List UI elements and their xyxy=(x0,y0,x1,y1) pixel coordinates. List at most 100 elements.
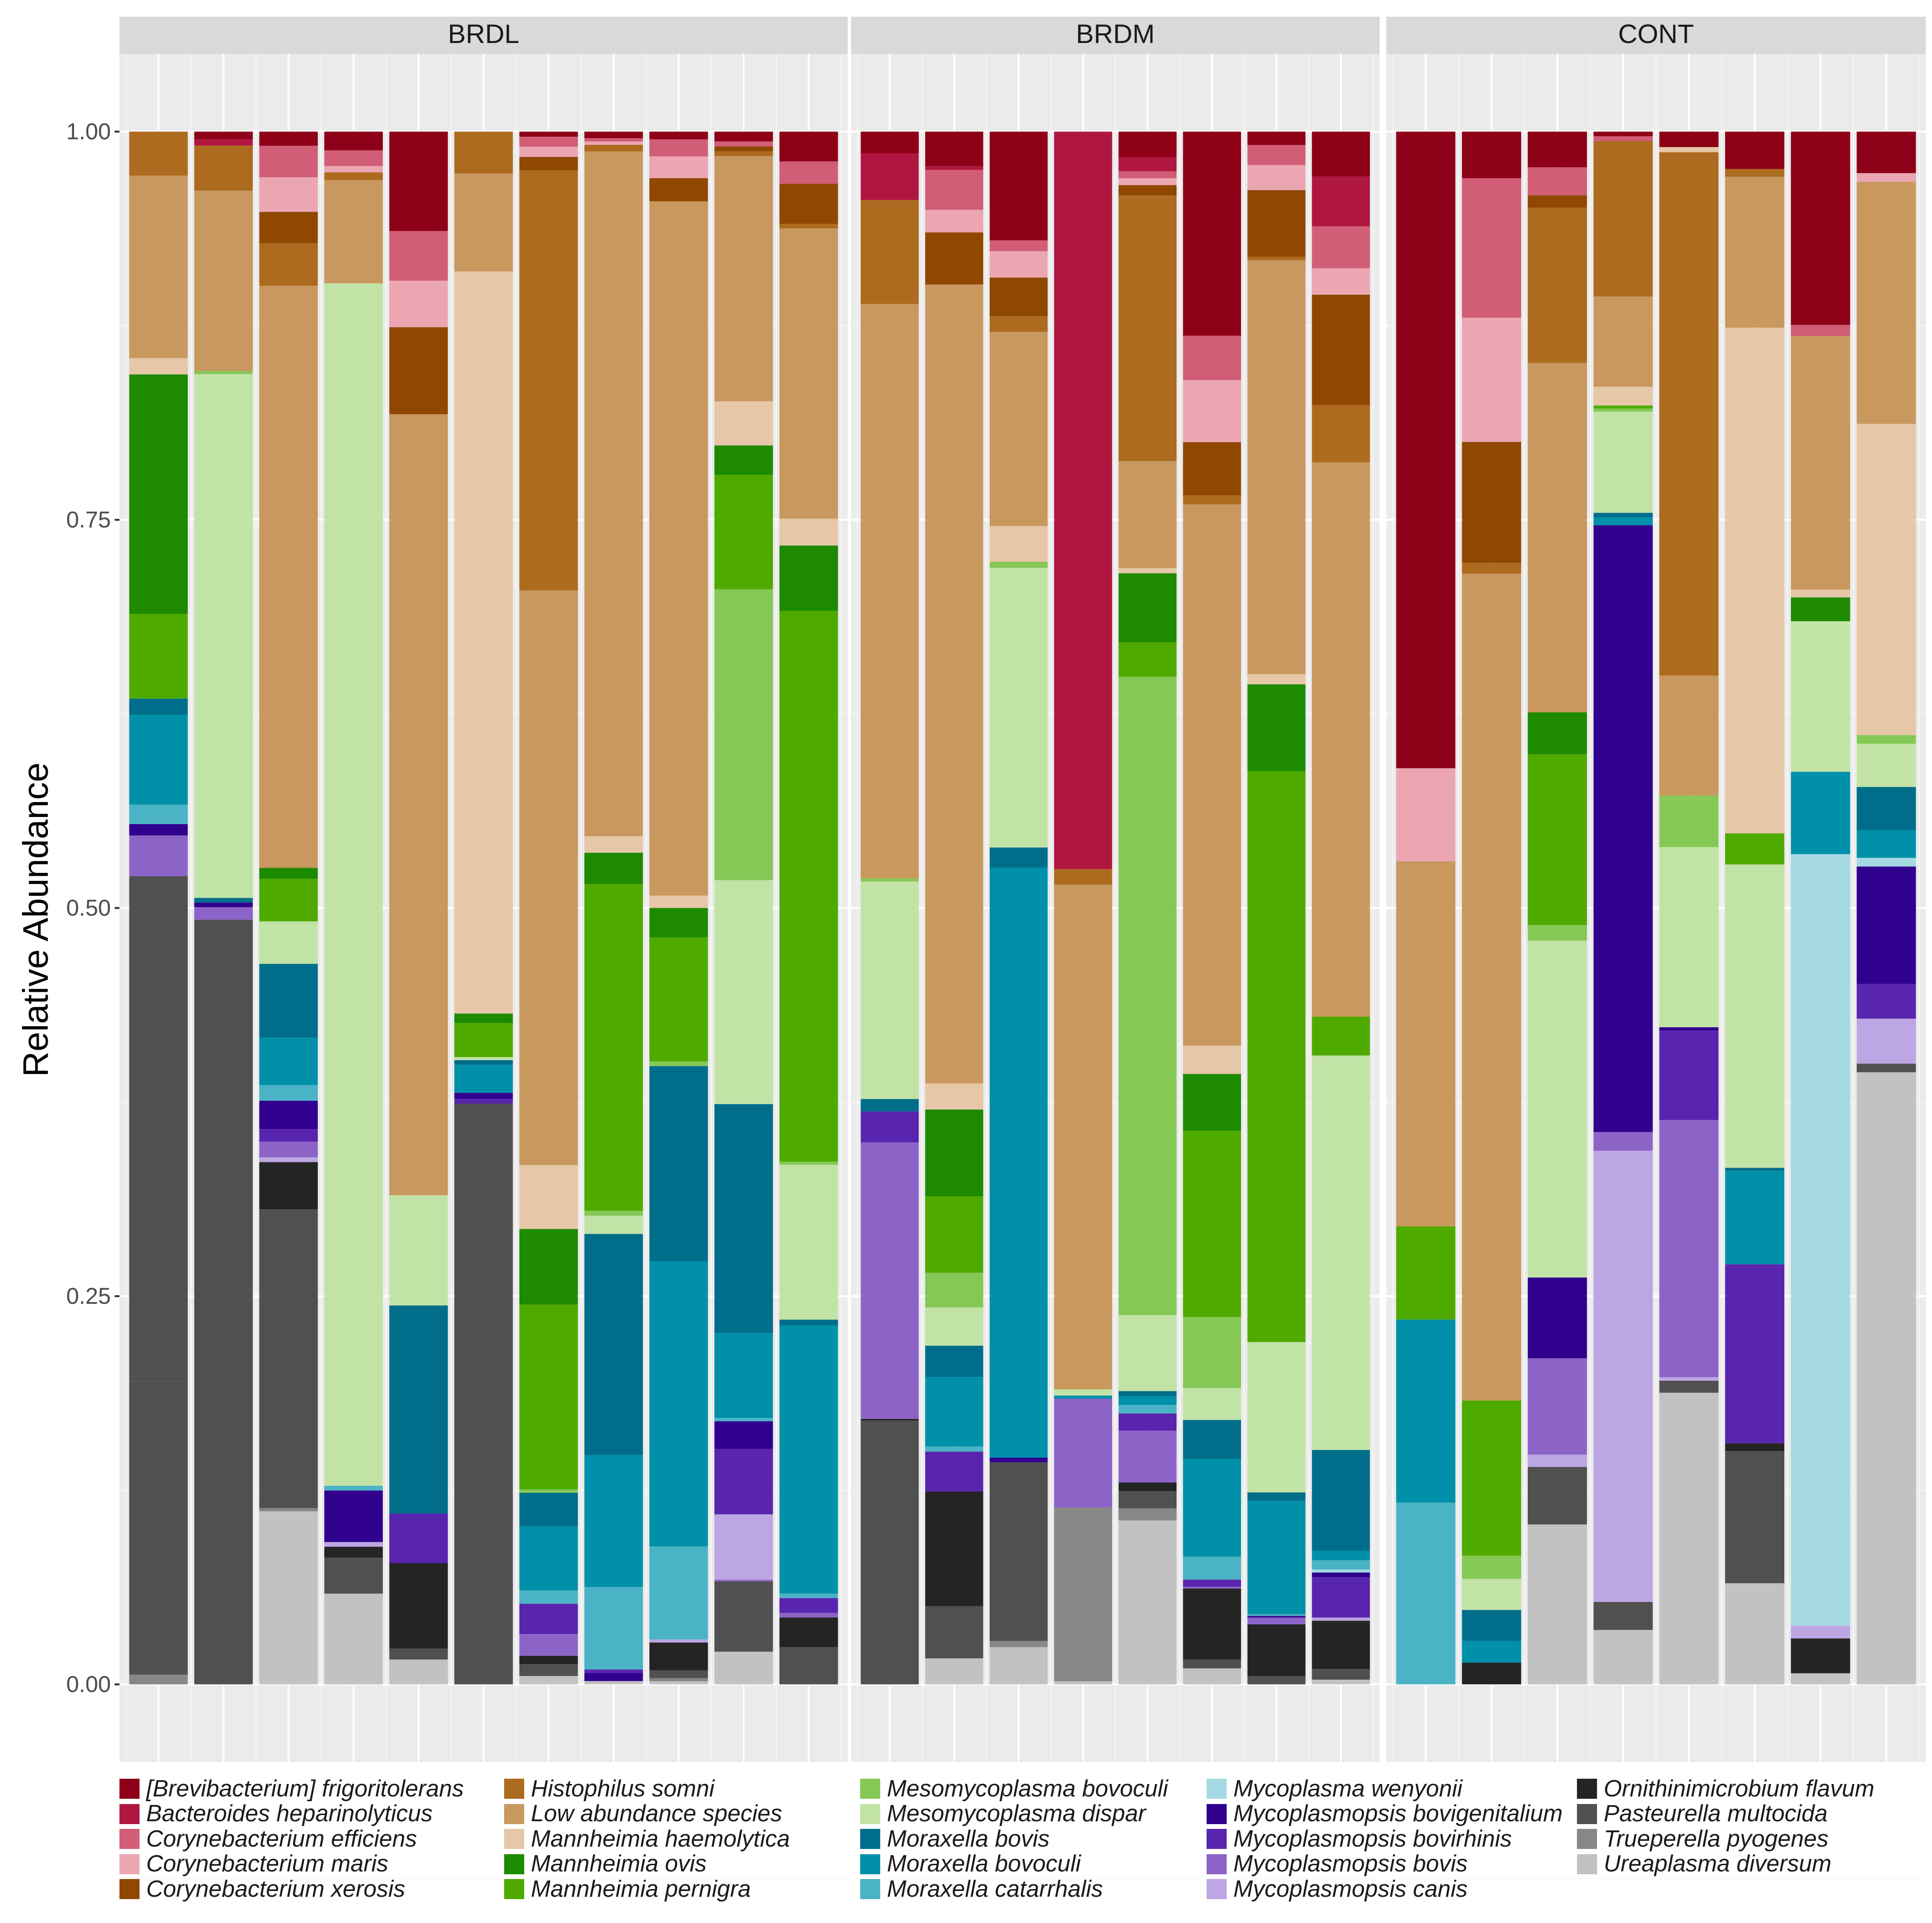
bar-segment xyxy=(584,141,643,145)
bar-segment xyxy=(1118,1491,1177,1509)
legend-key-swatch xyxy=(1577,1779,1597,1799)
bar-segment xyxy=(1528,754,1587,925)
bar-segment xyxy=(1856,858,1916,867)
y-tick-label: 0.00 xyxy=(66,1672,111,1697)
bar-segment xyxy=(1462,178,1522,318)
bar-segment xyxy=(1659,847,1719,1028)
bar-segment xyxy=(714,1449,773,1515)
bar-segment xyxy=(129,1381,188,1675)
bar-segment xyxy=(259,177,318,212)
bar-segment xyxy=(714,401,773,446)
bar-segment xyxy=(1312,1669,1370,1680)
legend-item: Ornithinimicrobium flavum xyxy=(1577,1776,1874,1802)
bar-segment xyxy=(519,170,578,591)
legend-item: Ureaplasma diversum xyxy=(1577,1852,1874,1877)
bar-segment xyxy=(389,231,448,281)
bar-segment xyxy=(1312,226,1370,269)
bar-segment xyxy=(1462,131,1522,178)
legend-item: Mannheimia ovis xyxy=(504,1852,790,1877)
bar-segment xyxy=(454,131,513,174)
bar-segment xyxy=(861,153,919,200)
bar-segment xyxy=(779,228,838,519)
bar-segment xyxy=(259,146,318,177)
bar-segment xyxy=(519,1493,578,1526)
bar-segment xyxy=(1593,525,1653,1132)
bar-segment xyxy=(1659,1031,1719,1120)
bar-segment xyxy=(1054,1681,1112,1685)
bar-segment xyxy=(1856,866,1916,984)
bar-segment xyxy=(1791,597,1850,622)
legend-column: [Brevibacterium] frigoritolerans Bacteroi… xyxy=(119,1776,464,1902)
bar-segment xyxy=(389,1659,448,1685)
bar-segment xyxy=(194,131,253,140)
bar-segment xyxy=(779,1598,838,1613)
legend-label: Mannheimia pernigra xyxy=(531,1876,751,1902)
bar-segment xyxy=(519,131,578,137)
bar-segment xyxy=(1791,772,1850,854)
sample-bar xyxy=(324,131,383,1685)
bar-segment xyxy=(519,1526,578,1590)
bar-segment xyxy=(1118,1413,1177,1431)
bar-segment xyxy=(324,1558,383,1594)
sample-bar xyxy=(1118,131,1177,1685)
bar-segment xyxy=(519,1633,578,1656)
bar-segment xyxy=(649,156,708,178)
bar-segment xyxy=(1183,1459,1241,1557)
bar-segment xyxy=(259,1511,318,1685)
bar-segment xyxy=(324,172,383,180)
bar-segment xyxy=(1725,1451,1784,1583)
bar-segment xyxy=(1118,1430,1177,1483)
bar-segment xyxy=(519,1304,578,1490)
legend-label: Low abundance species xyxy=(531,1801,782,1827)
legend-key-swatch xyxy=(504,1854,524,1874)
bar-segment xyxy=(454,271,513,1014)
bar-segment xyxy=(519,1489,578,1493)
bar-segment xyxy=(1118,573,1177,643)
bar-segment xyxy=(129,824,188,836)
legend-key-swatch xyxy=(1577,1854,1597,1874)
legend-label: Mycoplasmopsis bovirhinis xyxy=(1233,1826,1512,1852)
bar-segment xyxy=(1856,1072,1916,1685)
bar-segment xyxy=(1659,675,1719,796)
bar-segment xyxy=(989,278,1048,317)
bar-segment xyxy=(714,474,773,590)
bar-segment xyxy=(1659,1380,1719,1393)
legend-label: Corynebacterium xerosis xyxy=(146,1876,405,1902)
bar-segment xyxy=(1725,1171,1784,1265)
sample-bar xyxy=(519,131,578,1685)
bar-segment xyxy=(714,1581,773,1652)
bar-segment xyxy=(989,316,1048,332)
bar-segment xyxy=(714,146,773,151)
bar-segment xyxy=(1528,207,1587,363)
bar-segment xyxy=(584,1215,643,1234)
y-axis-label: Relative Abundance xyxy=(16,763,55,1077)
bar-segment xyxy=(584,1681,643,1685)
bar-segment xyxy=(649,1681,708,1685)
sample-bar xyxy=(259,131,318,1685)
y-tick-label: 0.25 xyxy=(66,1284,111,1309)
legend-key-swatch xyxy=(1577,1829,1597,1849)
bar-segment xyxy=(1593,141,1653,297)
bar-segment xyxy=(584,131,643,139)
bar-segment xyxy=(194,902,253,907)
bar-segment xyxy=(861,878,919,882)
bar-segment xyxy=(649,895,708,908)
bar-segment xyxy=(649,1642,708,1671)
bar-segment xyxy=(1593,131,1653,137)
bar-segment xyxy=(129,1675,188,1685)
bar-segment xyxy=(1183,1130,1241,1317)
bar-segment xyxy=(925,131,983,167)
bar-segment xyxy=(1247,260,1306,675)
bar-segment xyxy=(259,1508,318,1512)
bar-segment xyxy=(194,371,253,375)
bar-segment xyxy=(519,137,578,147)
bar-segment xyxy=(1659,1393,1719,1685)
bar-segment xyxy=(194,898,253,903)
bar-segment xyxy=(714,1418,773,1421)
bar-segment xyxy=(714,1421,773,1449)
bar-segment xyxy=(649,178,708,202)
sample-bar xyxy=(779,131,838,1685)
bar-segment xyxy=(454,173,513,271)
bar-segment xyxy=(925,1272,983,1308)
bar-segment xyxy=(1791,1625,1850,1639)
